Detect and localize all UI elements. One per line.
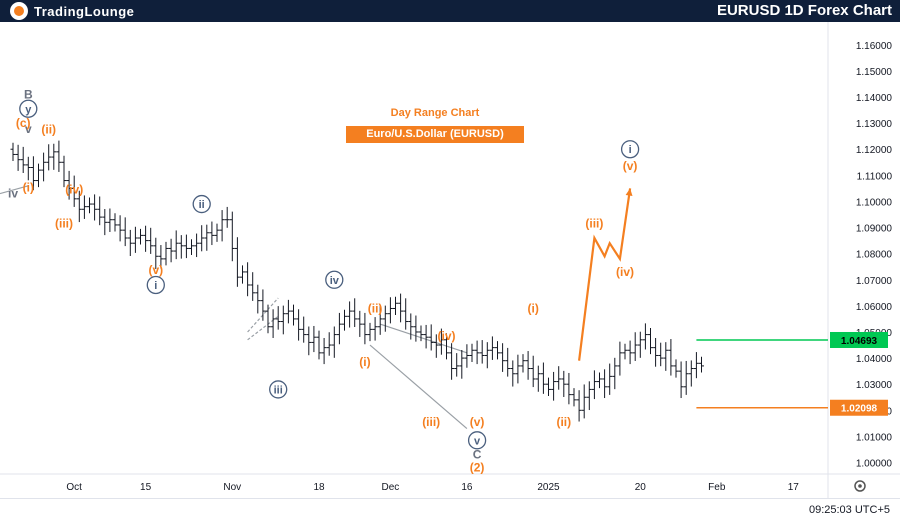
wave-label: v	[25, 122, 32, 136]
wave-label: iv	[8, 187, 18, 201]
wave-label: i	[629, 144, 632, 156]
x-tick-label: Nov	[223, 482, 241, 493]
clock-readout[interactable]: 09:25:03 UTC+5	[808, 504, 890, 516]
trend-line	[380, 323, 468, 354]
x-tick-label: 2025	[537, 482, 560, 493]
y-tick-label: 1.15000	[856, 67, 893, 78]
price-level-label: 1.04693	[841, 336, 878, 347]
header-bar: TradingLounge EURUSD 1D Forex Chart	[0, 0, 900, 22]
wave-label-circle	[620, 140, 640, 159]
y-tick-label: 1.00000	[856, 459, 893, 470]
wave-projection-path	[578, 188, 632, 361]
price-level-badge	[830, 399, 888, 416]
y-tick-label: 1.08000	[856, 250, 893, 261]
chart-symbol-badge: Euro/U.S.Dollar (EURUSD)	[346, 126, 524, 143]
wave-label: (v)	[623, 159, 638, 173]
wave-label-circle	[467, 431, 487, 450]
chart-title: EURUSD 1D Forex Chart	[716, 2, 892, 19]
y-tick-label: 1.11000	[857, 171, 893, 182]
y-tick-label: 1.07000	[856, 276, 893, 287]
wave-label-circle	[146, 275, 165, 295]
x-tick-label: 18	[313, 482, 325, 493]
wave-label-circle	[325, 270, 344, 289]
brand-logo[interactable]: TradingLounge	[10, 2, 134, 20]
x-tick-label: 15	[140, 482, 152, 493]
wave-label-circle	[19, 99, 38, 118]
wave-label: (v)	[470, 415, 485, 429]
y-tick-label: 1.16000	[856, 41, 893, 52]
y-tick-label: 1.04000	[856, 354, 893, 365]
price-level-label: 1.02098	[841, 404, 878, 415]
wave-label: (v)	[148, 263, 163, 277]
wave-label: (ii)	[41, 123, 56, 137]
trend-line	[0, 185, 29, 195]
wave-label: (i)	[23, 180, 34, 194]
x-tick-label: 20	[635, 482, 647, 493]
x-tick-label: Feb	[708, 482, 726, 493]
wave-label: C	[473, 448, 482, 462]
wave-label: y	[25, 104, 32, 116]
wave-label: (ii)	[368, 301, 383, 315]
y-tick-label: 1.10000	[856, 197, 893, 208]
wave-label: (iv)	[65, 183, 83, 197]
y-tick-label: 1.01000	[856, 432, 893, 443]
wave-label: (iv)	[616, 265, 634, 279]
x-tick-label: Dec	[382, 482, 400, 493]
projection-arrowhead	[625, 188, 633, 197]
price-chart[interactable]: 1.16000 1.15000 1.14000 1.13000 1.12000 1.110…	[0, 22, 900, 498]
y-tick-label: 1.14000	[856, 93, 893, 104]
y-tick-label: 1.09000	[856, 224, 893, 235]
wave-label: (i)	[528, 301, 539, 315]
wave-label: iv	[330, 275, 340, 287]
wave-label: (iii)	[422, 415, 440, 429]
wave-label: (iv)	[438, 329, 456, 343]
wave-label: (iii)	[55, 217, 73, 231]
wave-label: v	[474, 435, 481, 447]
y-tick-label: 1.03000	[856, 380, 893, 391]
wave-label: (i)	[359, 355, 370, 369]
wave-label: B	[24, 87, 33, 101]
wave-label: (iii)	[585, 217, 603, 231]
wave-label: (ii)	[556, 415, 571, 429]
gear-icon[interactable]	[854, 480, 866, 492]
wave-label-circle	[269, 380, 288, 399]
x-tick-label: Oct	[66, 482, 82, 493]
y-tick-label: 1.12000	[856, 145, 893, 156]
trend-line	[369, 344, 468, 430]
wave-label: i	[154, 280, 157, 292]
chart-subtitle: Day Range Chart	[390, 107, 480, 119]
x-tick-label: 17	[788, 482, 800, 493]
wave-label: ii	[199, 199, 205, 211]
tradinglounge-logo-icon	[10, 2, 28, 20]
y-tick-label: 1.13000	[856, 119, 893, 130]
brand-name: TradingLounge	[34, 3, 135, 19]
footer-bar: 09:25:03 UTC+5	[0, 498, 900, 522]
wave-label-circle	[192, 194, 211, 214]
price-level-badge	[830, 331, 888, 348]
y-tick-label: 1.06000	[856, 302, 893, 313]
wave-label: iii	[274, 384, 283, 396]
x-tick-label: 16	[461, 482, 473, 493]
wave-label: (c)	[16, 116, 31, 130]
wave-label: (2)	[470, 461, 485, 475]
